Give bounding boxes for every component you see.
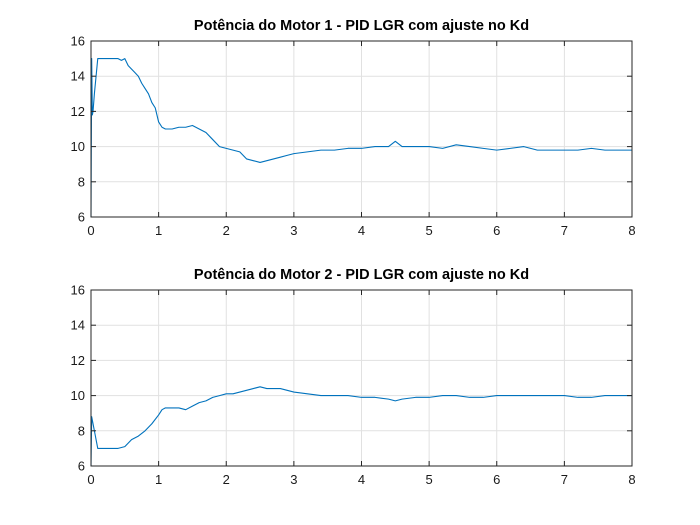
y-tick-label: 16: [71, 34, 85, 49]
x-tick-label: 0: [87, 472, 94, 487]
series-line: [90, 386, 632, 467]
x-tick-label: 7: [561, 472, 568, 487]
x-tick-label: 2: [223, 472, 230, 487]
chart-title: Potência do Motor 2 - PID LGR com ajuste…: [194, 267, 529, 283]
x-tick-label: 4: [358, 223, 365, 238]
x-tick-label: 8: [628, 472, 635, 487]
x-tick-label: 1: [155, 223, 162, 238]
y-tick-label: 8: [78, 423, 85, 438]
y-tick-label: 6: [78, 459, 85, 474]
y-tick-label: 12: [71, 104, 85, 119]
x-tick-label: 5: [426, 223, 433, 238]
y-tick-label: 14: [71, 69, 85, 84]
chart-title: Potência do Motor 1 - PID LGR com ajuste…: [194, 18, 529, 34]
x-tick-label: 6: [493, 472, 500, 487]
x-tick-label: 6: [493, 223, 500, 238]
x-tick-label: 3: [290, 223, 297, 238]
y-tick-label: 6: [78, 210, 85, 225]
y-tick-label: 16: [71, 283, 85, 298]
x-tick-label: 7: [561, 223, 568, 238]
y-tick-label: 10: [71, 139, 85, 154]
x-tick-label: 8: [628, 223, 635, 238]
x-tick-label: 3: [290, 472, 297, 487]
y-tick-label: 14: [71, 318, 85, 333]
y-tick-label: 8: [78, 174, 85, 189]
x-tick-label: 5: [426, 472, 433, 487]
x-tick-label: 2: [223, 223, 230, 238]
x-tick-label: 1: [155, 472, 162, 487]
series-line: [90, 58, 632, 218]
x-tick-label: 4: [358, 472, 365, 487]
y-tick-label: 10: [71, 388, 85, 403]
y-tick-label: 12: [71, 353, 85, 368]
x-tick-label: 0: [87, 223, 94, 238]
